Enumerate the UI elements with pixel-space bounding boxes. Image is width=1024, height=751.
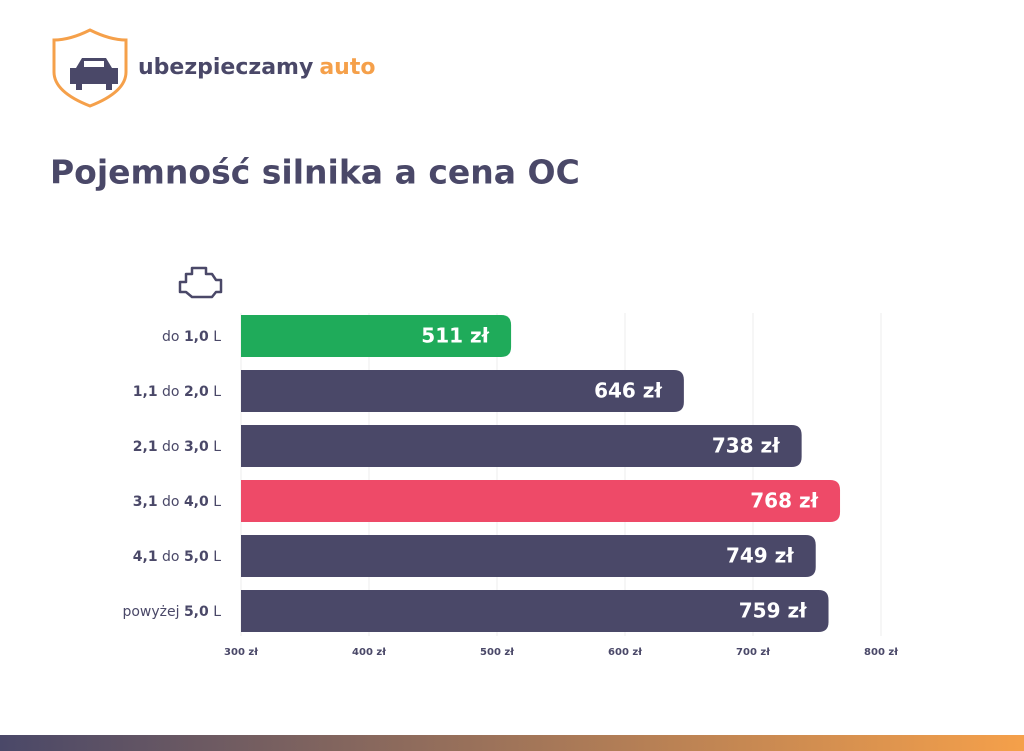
logo-name: ubezpieczamy <box>138 55 313 80</box>
y-tick-label: 2,1 do 3,0 L <box>133 439 221 455</box>
logo-text: ubezpieczamy auto <box>138 55 375 80</box>
x-tick-label: 300 zł <box>224 647 258 658</box>
x-tick-label: 500 zł <box>480 647 514 658</box>
bar <box>241 590 829 632</box>
chart-title: Pojemność silnika a cena OC <box>50 153 580 192</box>
bar <box>241 425 802 467</box>
footer-band <box>0 735 1024 751</box>
value-label: 511 zł <box>421 324 489 348</box>
bar <box>241 535 816 577</box>
logo-accent: auto <box>319 55 375 80</box>
chart: 300 zł 400 zł 500 zł 600 zł 700 zł 800 zł 511 … <box>122 313 898 658</box>
y-tick-label: 3,1 do 4,0 L <box>133 494 221 510</box>
value-label: 646 zł <box>594 379 662 403</box>
bar <box>241 370 684 412</box>
y-tick-label: do 1,0 L <box>162 329 221 345</box>
engine-icon <box>178 266 223 299</box>
value-label: 759 zł <box>739 599 807 623</box>
value-label: 749 zł <box>726 544 794 568</box>
value-label: 738 zł <box>712 434 780 458</box>
x-tick-label: 600 zł <box>608 647 642 658</box>
y-tick-label: powyżej 5,0 L <box>122 604 221 620</box>
y-tick-label: 1,1 do 2,0 L <box>133 384 221 400</box>
bar <box>241 480 841 522</box>
x-tick-label: 800 zł <box>864 647 898 658</box>
x-tick-label: 700 zł <box>736 647 770 658</box>
x-tick-label: 400 zł <box>352 647 386 658</box>
y-tick-label: 4,1 do 5,0 L <box>133 549 221 565</box>
value-label: 768 zł <box>750 489 818 513</box>
logo-icon <box>52 28 128 108</box>
bar <box>241 315 512 357</box>
